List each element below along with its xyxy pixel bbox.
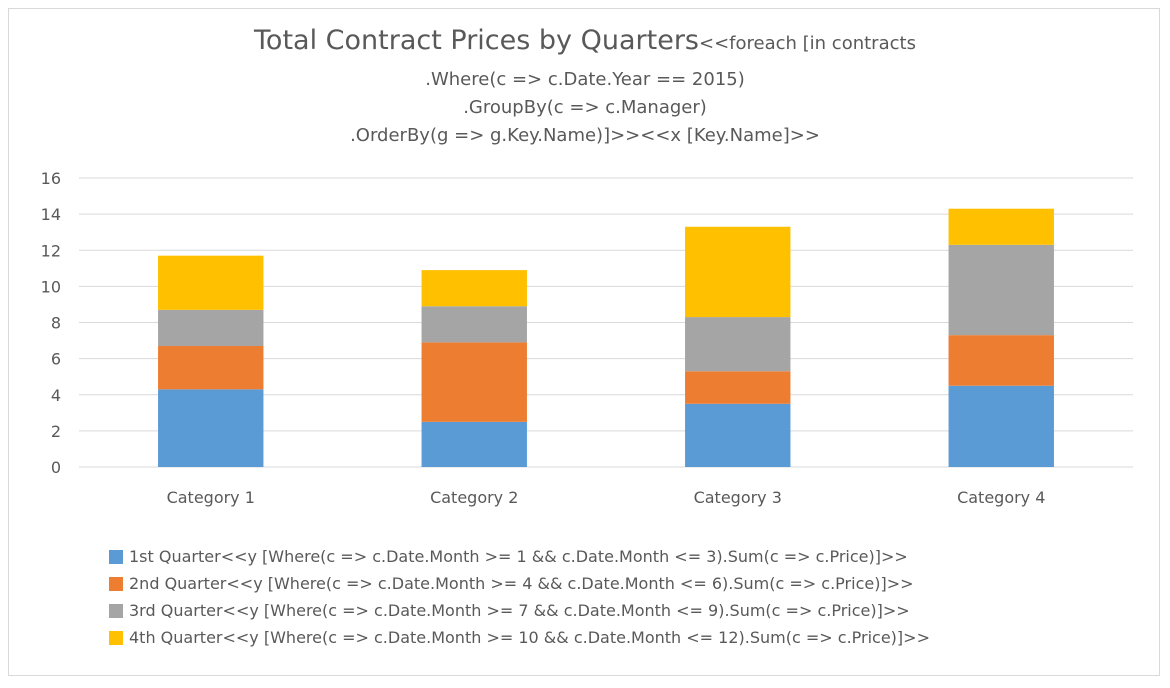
y-tick-label: 2 xyxy=(51,422,61,441)
bar-segment xyxy=(948,208,1054,245)
legend-swatch xyxy=(109,603,123,618)
bar-segment xyxy=(948,244,1054,336)
title-line-main: Total Contract Prices by Quarters<<forea… xyxy=(9,19,1161,66)
axis-labels: 0 2 4 6 8 10 12 14 16 Category 1 Category 2 Categor… xyxy=(41,169,1046,507)
legend-label: 1st Quarter<<y [Where(c => c.Date.Month … xyxy=(129,547,908,566)
y-tick-label: 8 xyxy=(51,314,61,333)
title-suffix: <<foreach [in contracts xyxy=(699,33,916,54)
bar-segment xyxy=(421,270,527,307)
legend-item: 4th Quarter<<y [Where(c => c.Date.Month … xyxy=(109,624,1109,651)
bar-segment xyxy=(948,335,1054,386)
bar-segment xyxy=(685,226,791,318)
legend-swatch xyxy=(109,549,123,564)
y-tick-label: 10 xyxy=(41,277,61,296)
bar-segment xyxy=(948,385,1054,467)
y-tick-label: 14 xyxy=(41,205,61,224)
y-tick-label: 0 xyxy=(51,458,61,477)
x-tick-label: Category 3 xyxy=(694,488,782,507)
legend-swatch xyxy=(109,630,123,645)
bar-segment xyxy=(685,403,791,467)
y-tick-label: 16 xyxy=(41,169,61,188)
bar-segment xyxy=(421,342,527,422)
chart-legend: 1st Quarter<<y [Where(c => c.Date.Month … xyxy=(109,543,1109,651)
y-tick-label: 6 xyxy=(51,350,61,369)
legend-swatch xyxy=(109,576,123,591)
bar-segment xyxy=(158,345,264,390)
legend-item: 3rd Quarter<<y [Where(c => c.Date.Month … xyxy=(109,597,1109,624)
legend-label: 2nd Quarter<<y [Where(c => c.Date.Month … xyxy=(129,574,914,593)
stacked-bar-chart: 0 2 4 6 8 10 12 14 16 Category 1 Category 2 Categor… xyxy=(41,169,1133,507)
legend-label: 4th Quarter<<y [Where(c => c.Date.Month … xyxy=(129,628,930,647)
bar-segment xyxy=(158,255,264,310)
x-tick-label: Category 4 xyxy=(957,488,1045,507)
bar-segment xyxy=(158,309,264,346)
title-line-3: .GroupBy(c => c.Manager) xyxy=(463,97,707,118)
x-tick-label: Category 1 xyxy=(167,488,255,507)
bar-segment xyxy=(685,371,791,404)
legend-item: 2nd Quarter<<y [Where(c => c.Date.Month … xyxy=(109,570,1109,597)
x-tick-label: Category 2 xyxy=(430,488,518,507)
y-tick-label: 12 xyxy=(41,241,61,260)
bar-segment xyxy=(421,306,527,343)
chart-title: Total Contract Prices by Quarters<<forea… xyxy=(9,19,1161,150)
bar-segment xyxy=(158,389,264,467)
legend-label: 3rd Quarter<<y [Where(c => c.Date.Month … xyxy=(129,601,910,620)
bar-segment xyxy=(685,317,791,372)
chart-frame: Total Contract Prices by Quarters<<forea… xyxy=(8,8,1160,676)
legend-item: 1st Quarter<<y [Where(c => c.Date.Month … xyxy=(109,543,1109,570)
bars xyxy=(158,208,1054,467)
title-line-2: .Where(c => c.Date.Year == 2015) xyxy=(425,69,745,90)
title-main: Total Contract Prices by Quarters xyxy=(254,25,699,56)
bar-segment xyxy=(421,421,527,467)
title-line-4: .OrderBy(g => g.Key.Name)]>><<x [Key.Nam… xyxy=(350,125,820,146)
y-tick-label: 4 xyxy=(51,386,61,405)
